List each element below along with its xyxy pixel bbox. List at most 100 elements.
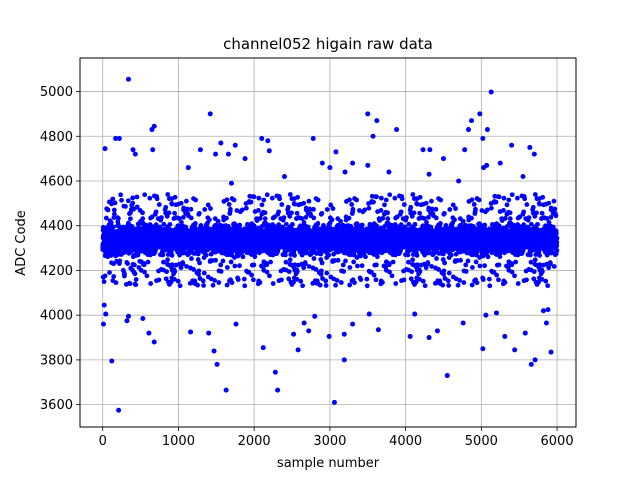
data-point [387,192,393,198]
data-point [134,204,140,210]
data-point [469,215,474,221]
data-point [127,281,133,287]
data-point [159,215,164,221]
data-point [363,254,368,260]
data-point [224,282,230,288]
data-point [463,269,469,274]
data-point [281,215,287,221]
data-point [129,223,135,229]
data-point [216,280,222,285]
data-point [311,256,317,261]
data-point [286,269,292,275]
data-point [153,209,159,215]
data-point [294,210,300,216]
data-point [135,252,141,258]
data-point [287,257,293,263]
data-point [452,217,457,223]
data-point [176,216,182,221]
data-point [401,202,407,207]
data-point [198,223,204,228]
data-point [453,206,458,211]
data-point [279,202,285,207]
data-point [178,265,184,271]
data-point [319,260,325,266]
data-point [378,195,384,201]
data-point [196,268,202,274]
data-point [237,263,242,269]
data-point [341,269,347,274]
data-point [442,260,448,266]
data-point [441,268,447,274]
data-point [349,202,355,207]
data-point [201,283,206,288]
data-point [405,252,411,258]
data-point [108,253,114,258]
data-point [455,282,461,288]
data-point [429,198,434,204]
data-point [119,197,124,203]
data-point [111,211,117,217]
data-point [179,220,184,225]
data-point [300,283,306,289]
data-point [347,265,353,270]
data-point [241,276,247,282]
data-point [335,257,341,263]
data-point [463,262,469,268]
data-point [268,259,273,265]
data-points [100,76,560,413]
data-point [422,283,428,289]
data-point [301,200,307,206]
data-point [113,280,119,286]
data-point [347,282,353,288]
data-point [130,195,136,201]
data-point [239,207,245,213]
data-point [218,269,224,274]
data-point [262,216,268,222]
data-point [195,251,201,257]
data-point [412,221,418,227]
data-point [197,260,202,266]
data-point [207,217,212,223]
data-point [474,280,480,286]
data-point [229,280,235,286]
data-point [364,276,370,282]
data-point [105,207,111,213]
data-point [149,214,155,220]
data-point [414,252,420,258]
data-point [133,282,139,288]
data-point [107,270,112,275]
data-point [127,216,133,222]
data-point [224,215,229,221]
data-point [303,214,309,220]
data-point [161,221,167,227]
data-point [208,206,213,211]
data-point [232,263,238,269]
data-point [333,282,338,288]
data-point [203,252,209,258]
data-point [257,280,263,285]
data-point [259,202,265,208]
data-point [224,265,230,270]
data-point [330,206,336,211]
data-point [172,194,178,200]
data-point [143,222,149,228]
data-point [123,204,128,209]
data-point [213,257,218,263]
data-point [476,197,482,203]
data-point [340,262,346,268]
data-point [188,215,194,221]
data-point [326,252,332,258]
data-point [364,283,370,289]
data-point [226,202,232,207]
data-point [189,256,194,261]
data-point [145,259,151,265]
data-point [101,279,107,285]
data-point [227,206,233,212]
data-point [438,197,444,203]
data-point [346,215,352,221]
data-point [366,205,372,211]
data-point [289,210,294,216]
data-point [420,278,426,284]
data-point [156,202,162,207]
data-point [385,210,390,216]
